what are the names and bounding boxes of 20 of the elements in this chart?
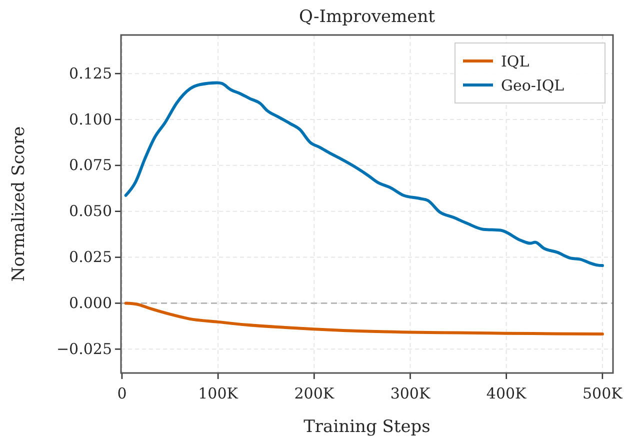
x-tick-label: 500K (582, 384, 624, 402)
x-tick-label: 0 (117, 384, 127, 402)
x-tick-label: 200K (294, 384, 335, 402)
y-tick-label: 0.100 (69, 110, 112, 128)
x-tick-label: 100K (198, 384, 239, 402)
y-tick-label: 0.025 (69, 248, 112, 266)
chart-title: Q-Improvement (298, 7, 436, 27)
y-tick-label: 0.075 (69, 156, 112, 174)
line-series (124, 81, 604, 268)
y-tick-label: −0.025 (56, 340, 112, 358)
x-tick-label: 300K (390, 384, 431, 402)
x-tick-label: 400K (486, 384, 528, 402)
y-tick-label: 0.125 (69, 64, 112, 82)
y-tick-label: 0.000 (69, 294, 112, 312)
y-axis-title: Normalized Score (9, 126, 29, 282)
legend-label: Geo-IQL (501, 76, 564, 94)
y-tick-label: 0.050 (69, 202, 112, 220)
x-axis-title: Training Steps (304, 417, 430, 437)
legend-label: IQL (501, 52, 530, 70)
line-series (124, 302, 604, 336)
